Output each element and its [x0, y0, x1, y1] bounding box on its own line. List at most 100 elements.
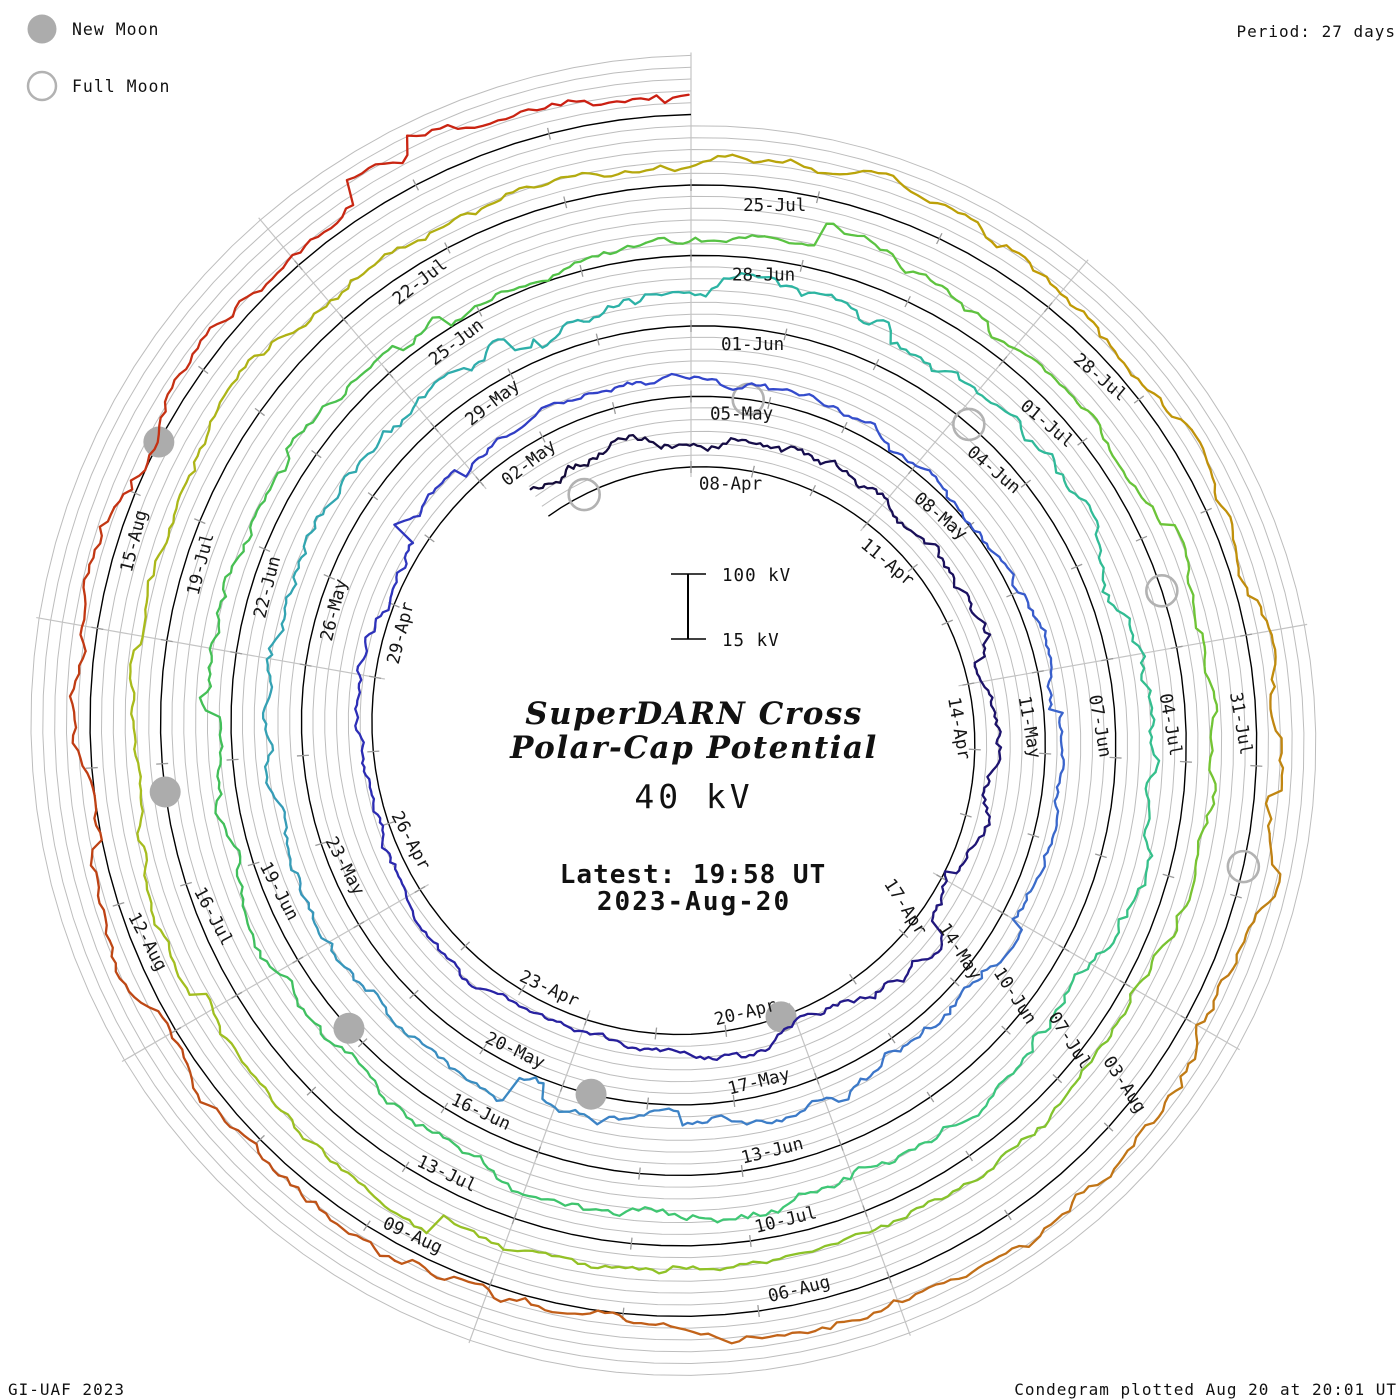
potential-trace-segment	[133, 747, 149, 884]
potential-trace-segment	[378, 1200, 505, 1251]
plot-title-line2: Polar-Cap Potential	[509, 730, 878, 766]
day-tick	[629, 1237, 633, 1250]
day-tick	[595, 333, 600, 346]
potential-trace-segment	[889, 329, 979, 395]
kv-gridline	[77, 102, 1269, 1329]
day-tick	[997, 909, 1009, 917]
potential-trace-segment	[585, 1030, 662, 1053]
day-tick	[926, 1091, 935, 1103]
current-value: 40 kV	[634, 777, 753, 816]
potential-trace-segment	[802, 991, 878, 1017]
potential-trace-segment	[716, 1185, 829, 1224]
day-tick	[767, 397, 772, 410]
potential-trace-segment	[1195, 736, 1217, 862]
new-moon-marker	[765, 1001, 797, 1033]
potential-trace-segment	[280, 1109, 381, 1203]
potential-trace-segment	[477, 405, 547, 459]
day-tick	[968, 748, 981, 751]
day-tick	[299, 663, 312, 667]
potential-trace-segment	[879, 1167, 995, 1228]
day-tick	[339, 314, 349, 325]
potential-trace-segment	[1015, 973, 1076, 1070]
potential-trace-segment	[502, 1248, 634, 1270]
date-label: 15-Aug	[117, 508, 152, 574]
potential-trace-segment	[874, 947, 943, 994]
day-tick	[1020, 479, 1032, 488]
date-label: 12-Aug	[123, 909, 170, 974]
potential-trace-segment	[343, 965, 416, 1039]
center-text: SuperDARN Cross Polar-Cap Potential 40 k…	[509, 696, 878, 917]
date-label: 22-Jun	[250, 554, 285, 620]
potential-trace-segment	[466, 171, 598, 216]
potential-trace-segment	[992, 1076, 1081, 1170]
day-tick	[323, 573, 336, 580]
day-tick	[1103, 1122, 1114, 1132]
potential-trace-segment	[292, 491, 341, 586]
day-tick	[460, 941, 471, 951]
potential-trace-segment	[319, 1025, 401, 1109]
potential-trace-segment	[859, 1025, 937, 1081]
potential-trace-segment	[68, 649, 96, 797]
credit-note: GI-UAF 2023	[8, 1380, 125, 1399]
potential-trace-segment	[631, 1260, 762, 1275]
day-tick	[1052, 1074, 1063, 1084]
potential-trace-segment	[873, 422, 939, 483]
day-tick	[180, 881, 192, 887]
full-moon-label: Full Moon	[72, 77, 170, 96]
potential-trace-segment	[669, 1325, 817, 1345]
day-tick	[369, 675, 382, 679]
potential-trace-segment	[89, 794, 111, 942]
potential-trace-segment	[261, 680, 275, 784]
day-tick	[749, 1234, 752, 1248]
day-tick	[194, 518, 206, 525]
day-tick	[357, 1038, 368, 1048]
potential-trace-segment	[244, 279, 352, 369]
day-tick	[1027, 833, 1040, 838]
full-moon-marker	[1145, 574, 1179, 608]
day-tick	[363, 1220, 371, 1232]
date-label: 19-Jun	[255, 859, 302, 924]
date-label: 04-Jul	[1155, 692, 1186, 758]
day-tick	[306, 1086, 317, 1096]
day-tick	[518, 984, 526, 996]
potential-trace-segment	[595, 153, 734, 178]
day-tick	[964, 521, 975, 530]
potential-trace-segment	[529, 1303, 672, 1328]
day-tick	[904, 295, 911, 308]
potential-trace-segment	[862, 485, 918, 537]
new-moon-icon	[27, 14, 57, 44]
potential-trace-segment	[405, 351, 488, 419]
potential-trace	[68, 93, 1285, 1345]
legend: New Moon Full Moon	[26, 14, 170, 102]
kv-gridline	[42, 66, 1305, 1365]
potential-trace-segment	[763, 222, 889, 252]
potential-trace-segment	[222, 822, 255, 936]
day-tick	[1039, 752, 1052, 755]
day-tick	[757, 1304, 760, 1318]
date-label: 05-May	[710, 405, 773, 425]
day-tick	[1179, 760, 1192, 763]
day-tick	[750, 465, 755, 478]
potential-trace-segment	[535, 93, 690, 112]
potential-trace-segment	[790, 285, 892, 333]
scale-top-label: 100 kV	[722, 566, 791, 586]
day-tick	[962, 682, 975, 686]
day-tick	[1070, 563, 1083, 570]
potential-trace-segment	[885, 249, 989, 323]
potential-trace-segment	[930, 1067, 1018, 1144]
day-tick	[583, 1013, 590, 1026]
potential-trace-segment	[626, 372, 714, 386]
potential-trace-segment	[427, 281, 538, 327]
day-tick	[838, 1139, 844, 1151]
potential-trace-segment	[949, 1201, 1074, 1281]
day-tick	[1001, 1025, 1011, 1035]
potential-trace-segment	[758, 1224, 883, 1265]
potential-trace-segment	[1147, 859, 1198, 977]
period-note: Period: 27 days	[1237, 22, 1397, 41]
day-tick	[511, 1212, 517, 1225]
day-tick	[294, 260, 303, 271]
day-tick	[1077, 437, 1088, 446]
potential-trace-segment	[492, 1169, 603, 1212]
potential-trace-segment	[1035, 618, 1053, 706]
